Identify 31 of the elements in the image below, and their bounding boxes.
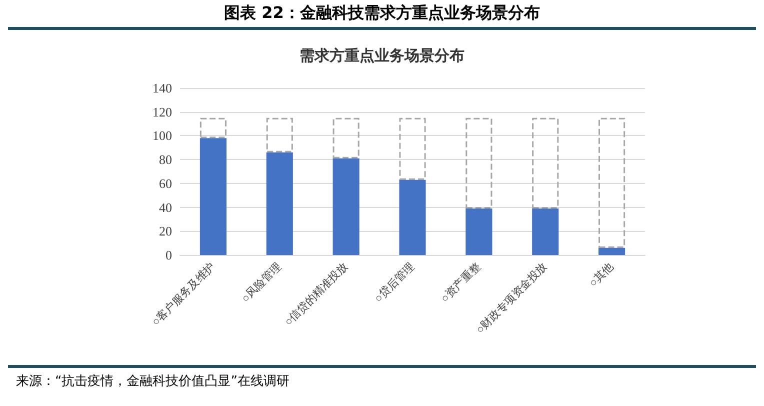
y-tick-label: 120 xyxy=(152,104,172,120)
x-tick-label: ○贷后管理 xyxy=(372,260,417,306)
bar xyxy=(266,118,293,152)
bar xyxy=(598,118,626,248)
y-tick-label: 140 xyxy=(152,80,172,96)
chart-title: 图表 22：金融科技需求方重点业务场景分布 xyxy=(223,3,541,24)
x-tick-label: ○资产重整 xyxy=(438,260,484,306)
bar xyxy=(399,180,426,255)
bar xyxy=(466,118,492,208)
bar xyxy=(598,248,626,255)
y-tick-label: 60 xyxy=(159,176,172,191)
bar xyxy=(399,118,426,180)
y-tick-label: 0 xyxy=(166,248,172,262)
y-tick-label: 20 xyxy=(159,224,172,239)
source-note: 来源：“抗击疫情，金融科技价值凸显”在线调研 xyxy=(16,373,290,390)
chart-subtitle: 需求方重点业务场景分布 xyxy=(300,46,464,64)
bar xyxy=(200,138,226,255)
bar xyxy=(466,208,492,255)
y-tick-label: 80 xyxy=(159,152,172,168)
bar xyxy=(332,118,360,158)
y-tick-label: 40 xyxy=(159,200,172,215)
x-tick-label: ○风险管理 xyxy=(240,260,284,306)
bar xyxy=(332,158,360,255)
x-tick-label: ○其他 xyxy=(586,260,616,290)
bar xyxy=(532,208,559,255)
bar xyxy=(532,118,559,208)
x-tick-label: ○客户服务及维护 xyxy=(149,260,218,328)
bar xyxy=(266,152,293,255)
bar xyxy=(200,118,226,138)
y-tick-label: 100 xyxy=(152,128,172,144)
x-tick-label: ○信贷的精准投放 xyxy=(282,260,350,328)
